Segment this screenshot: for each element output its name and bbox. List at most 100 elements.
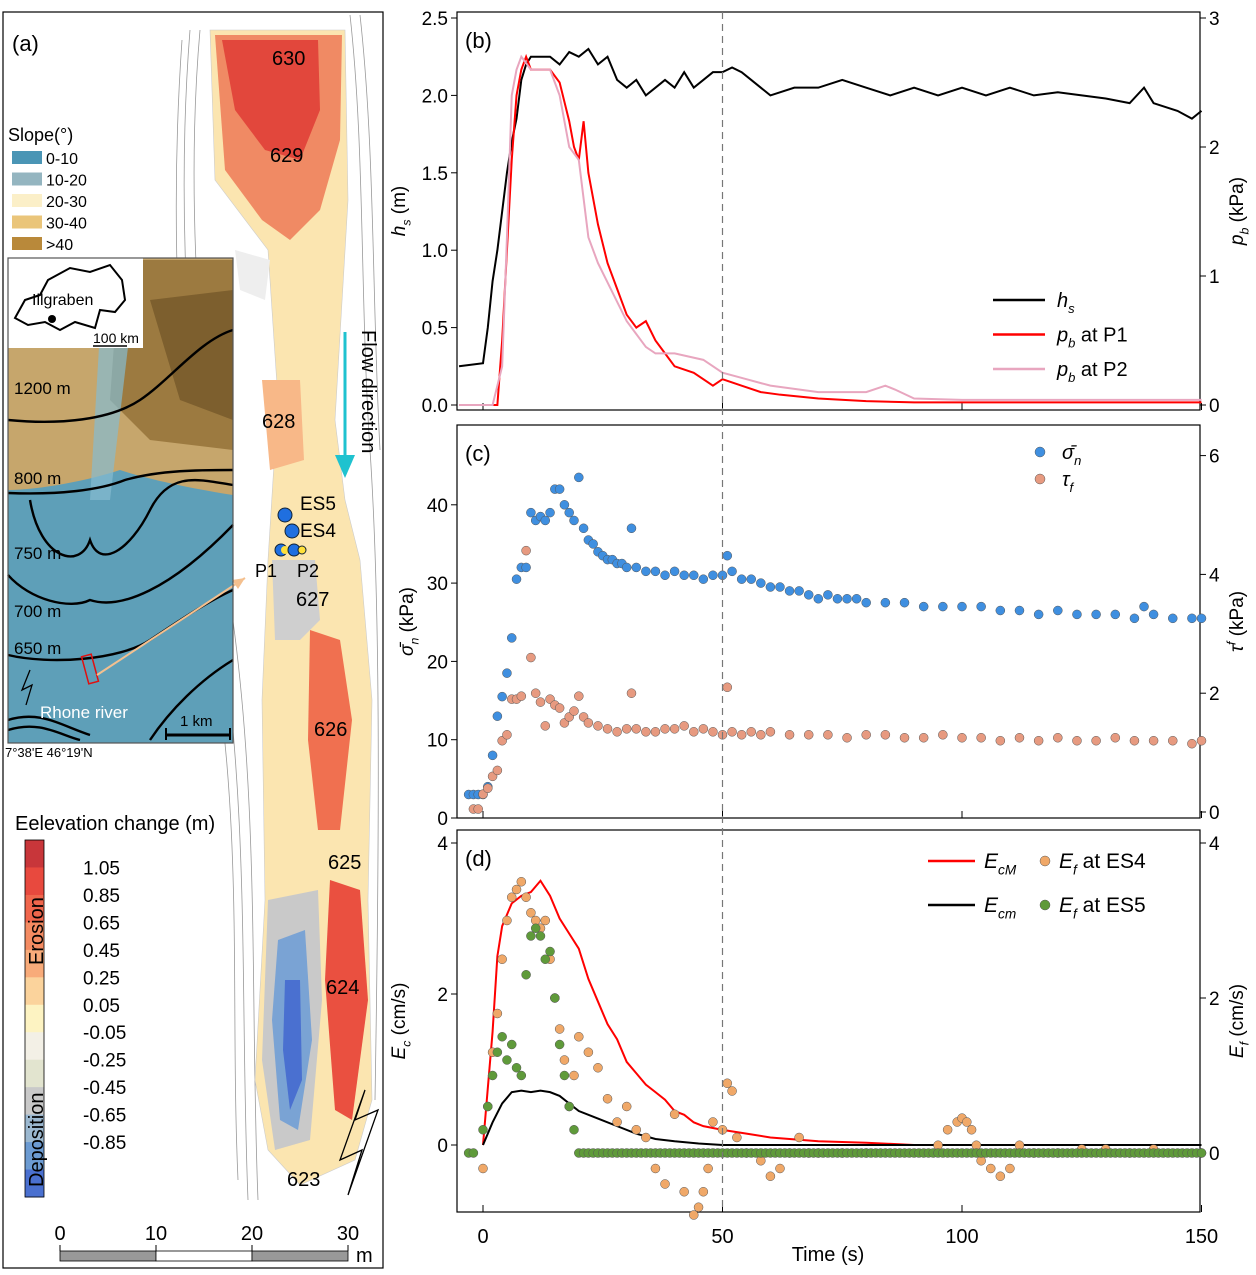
colorbar-bin: [25, 1169, 44, 1198]
y-right-tick-label: 4: [1209, 834, 1220, 855]
data-point: [1091, 609, 1101, 620]
data-point: [995, 1171, 1006, 1181]
data-point: [698, 574, 709, 584]
data-point: [612, 1117, 622, 1127]
data-point: [746, 727, 756, 737]
data-point: [602, 724, 613, 734]
panel-a-map: Flow direction 630629628627626625624623 …: [2, 11, 384, 1269]
data-point: [899, 733, 910, 743]
data-point: [765, 727, 776, 737]
contour-label-1200: 1200 m: [14, 379, 71, 398]
data-point: [521, 562, 531, 573]
legend-marker: [1039, 899, 1051, 911]
series-line: [458, 47, 1203, 368]
data-point: [1196, 735, 1207, 746]
data-point: [569, 515, 579, 526]
data-point: [861, 730, 871, 740]
data-point: [545, 507, 555, 518]
scale-unit: m: [356, 1245, 373, 1267]
station-label-p1: P1: [255, 561, 277, 581]
legend-label: σ̄n: [1062, 442, 1081, 468]
elevation-label: 627: [296, 589, 329, 611]
map-scale-bar: [59, 1250, 349, 1262]
data-point: [861, 597, 871, 608]
legend-marker: [1039, 855, 1051, 867]
series-line: [459, 54, 1202, 406]
data-point: [942, 1125, 953, 1135]
data-point: [569, 706, 579, 716]
y-left-tick-label: 2: [437, 985, 448, 1006]
colorbar-bin: [25, 1004, 44, 1033]
data-point: [569, 1070, 579, 1081]
x-tick-label: 150: [1185, 1226, 1218, 1248]
data-point: [669, 566, 680, 577]
data-point: [650, 727, 661, 737]
legend-marker: [1034, 473, 1046, 485]
legend-label: Ef at ES4: [1059, 850, 1146, 877]
data-point: [1033, 609, 1044, 620]
data-point: [641, 566, 651, 577]
data-point: [526, 652, 536, 663]
inset-scale-label: 1 km: [180, 713, 213, 730]
legend-label: Ecm: [984, 894, 1016, 921]
data-point: [669, 1109, 680, 1119]
contour-label-750: 750 m: [14, 544, 61, 563]
colorbar-tick-label: -0.45: [83, 1078, 126, 1099]
flow-direction-label: Flow direction: [357, 330, 379, 453]
data-point: [689, 1210, 699, 1220]
data-point: [765, 582, 776, 592]
colorbar-bin: [25, 1032, 44, 1061]
inset-site-label: Illgraben: [32, 292, 93, 309]
y-right-tick-label: 6: [1209, 447, 1220, 468]
data-point: [621, 724, 632, 734]
station-label-es5: ES5: [300, 494, 336, 515]
data-point: [708, 570, 718, 581]
y-right-tick-label: 0: [1209, 1144, 1220, 1165]
erosion-label: Erosion: [26, 897, 48, 965]
legend-label: pb at P1: [1056, 325, 1128, 351]
data-point: [540, 954, 551, 964]
contour-label-800: 800 m: [14, 469, 61, 488]
data-point: [794, 586, 804, 596]
y-left-tick-label: 30: [427, 574, 448, 595]
data-point: [588, 539, 598, 549]
data-point: [722, 1078, 733, 1088]
data-point: [487, 1070, 498, 1081]
data-point: [526, 507, 536, 518]
data-point: [511, 884, 522, 895]
x-tick-label: 100: [945, 1226, 978, 1248]
data-point: [530, 688, 541, 698]
data-point: [1148, 735, 1159, 746]
series-line: [482, 879, 1202, 1146]
data-point: [1091, 735, 1101, 746]
elevation-label: 625: [328, 852, 361, 874]
data-point: [497, 1032, 507, 1042]
data-point: [526, 908, 536, 918]
data-point: [995, 605, 1006, 616]
channel-elevation-change: [209, 29, 373, 1186]
slope-swatch: [12, 194, 42, 207]
data-point: [564, 1101, 574, 1112]
data-point: [1129, 613, 1140, 624]
data-point: [583, 1047, 594, 1057]
data-point: [736, 574, 747, 584]
y-left-axis-label: σ̄n (kPa): [397, 587, 422, 656]
data-point: [918, 601, 929, 612]
y-left-tick-label: 10: [427, 731, 448, 752]
y-left-axis-label: Ec (cm/s): [389, 983, 414, 1060]
y-left-tick-label: 2.0: [422, 86, 448, 107]
data-point: [554, 1039, 565, 1050]
elevation-colorbar: 1.05 0.85 0.65 0.45 0.25 0.05 -0.05 -0.25 -0.45 -…: [24, 839, 126, 1198]
data-point: [497, 954, 507, 964]
data-point: [1014, 733, 1025, 743]
elevation-label: 624: [326, 977, 359, 999]
data-point: [540, 721, 551, 731]
data-point: [564, 507, 574, 518]
data-point: [842, 733, 852, 743]
data-point: [516, 877, 527, 887]
data-point: [985, 1163, 996, 1174]
north-arrow-icon: [338, 1089, 380, 1196]
y-right-tick-label: 3: [1209, 9, 1220, 30]
data-point: [966, 1125, 977, 1135]
data-point: [918, 733, 929, 743]
